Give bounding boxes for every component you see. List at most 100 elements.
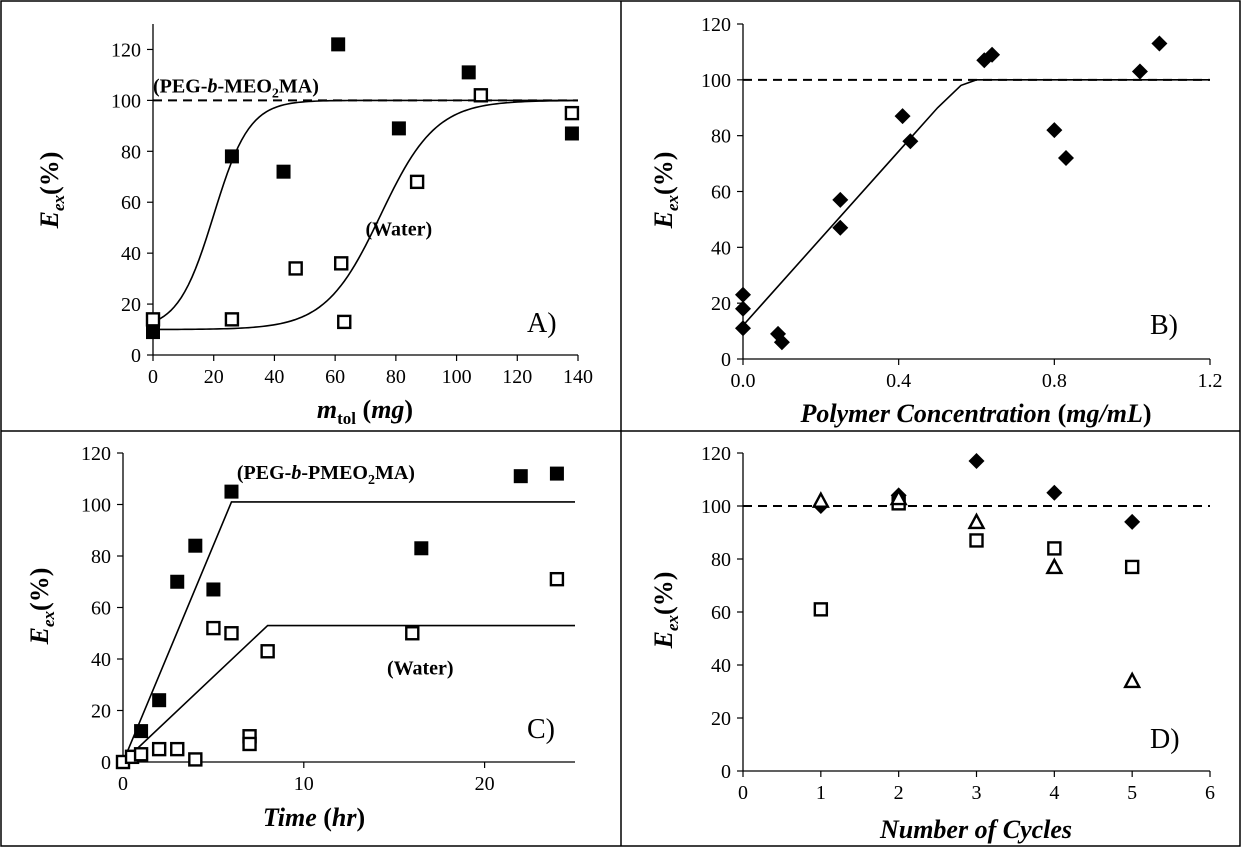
panel-a-series-1-point	[276, 164, 291, 179]
panel-d-xtick-label: 0	[738, 782, 748, 804]
panel-b-ytick-label: 0	[721, 349, 731, 371]
panel-c-series-1-point	[152, 693, 167, 708]
panel-d-y-axis-label: Eex(%)	[649, 572, 682, 650]
panel-b-series-1-point	[902, 133, 919, 150]
panel-d-xtick-label: 4	[1049, 782, 1059, 804]
panel-c-annotation: (Water)	[387, 657, 454, 679]
panel-c-annotation: (PEG-b-PMEO2MA)	[237, 462, 415, 488]
panel-a-xtick-label: 0	[148, 366, 158, 388]
panel-a-ytick-label: 60	[121, 192, 141, 214]
panel-b-y-axis-label: Eex(%)	[649, 152, 682, 230]
panel-b-ytick-label: 40	[711, 237, 731, 259]
panel-b-ytick-label: 120	[701, 14, 731, 36]
panel-a-ytick-label: 40	[121, 243, 141, 265]
panel-d-xtick-label: 6	[1205, 782, 1215, 804]
panel-c-ytick-label: 120	[81, 443, 111, 465]
panel-a-ytick-label: 80	[121, 141, 141, 163]
panel-a-xtick-label: 120	[502, 366, 532, 388]
panel-a-xtick-label: 100	[442, 366, 472, 388]
panel-b-ytick-label: 80	[711, 126, 731, 148]
panel-c-series-2-point	[549, 571, 565, 587]
panel-c-ytick-label: 20	[91, 701, 111, 723]
panel-a-annotation: (PEG-b-MEO2MA)	[153, 76, 319, 102]
panel-c-ytick-label: 0	[101, 752, 111, 774]
panel-c-ytick-label: 100	[81, 495, 111, 517]
panel-a-ytick-label: 120	[111, 39, 141, 61]
panel-c-xtick-label: 0	[118, 773, 128, 795]
panel-c-series-2-point	[260, 644, 275, 659]
panel-d-series-1-point	[1046, 484, 1063, 501]
panel-c-series-1-point	[513, 469, 528, 484]
panel-d-label: D)	[1150, 724, 1180, 755]
panel-a-chart: 0 20 40 60 80 100 120 0 20 40 60 80 100 120 140 (PEG-b-…	[35, 24, 593, 428]
panel-a-series-2-point	[145, 312, 161, 327]
panel-b-x-axis-label: Polymer Concentration (mg/mL)	[799, 399, 1151, 428]
panel-b-xtick-label: 0.0	[731, 370, 756, 392]
panel-b-series-1-point	[1151, 35, 1168, 52]
panel-a-series-1-point	[224, 149, 239, 164]
panel-a-ytick-label: 20	[121, 294, 141, 316]
panel-b-series-1-point	[894, 108, 911, 125]
panel-c-label: C)	[527, 714, 555, 745]
panel-c-series-1-point	[414, 541, 429, 556]
panel-a-y-axis-label: Eex(%)	[35, 152, 68, 230]
panel-d-series-3-point	[889, 488, 908, 506]
panel-b-series-1-point	[1046, 122, 1063, 139]
panel-c-series-2-point	[206, 620, 221, 636]
panel-b-series-1-point	[1058, 150, 1075, 166]
panel-c-series-2-point	[224, 626, 239, 641]
panel-c-series-2-point	[151, 741, 167, 757]
panel-d-series-3-point	[1123, 671, 1142, 689]
panel-b-xtick-label: 1.2	[1198, 370, 1223, 392]
panel-d-series-2-point	[969, 533, 984, 548]
panel-b-chart: 0 20 40 60 80 100 120 0.0 0.4 0.8 1.2 B) Eex(%) Polym…	[649, 14, 1223, 428]
panel-d-xtick-label: 1	[816, 782, 826, 804]
panel-c-fit-line-1	[122, 501, 575, 763]
panel-a-x-axis-label: mtol (mg)	[317, 395, 413, 428]
panel-d-chart: 0 20 40 60 80 100 120 0 1 2 3 4 5 6 D) Eex(%) Number of …	[649, 443, 1215, 844]
panel-a-label: A)	[527, 308, 557, 339]
panel-b-series-1-point	[832, 219, 849, 236]
panel-a-fit-line-2	[152, 99, 579, 331]
panel-c-series-1-point	[134, 724, 149, 739]
panel-c-series-2-point	[133, 747, 149, 762]
panel-b-series-1-point	[832, 191, 849, 208]
panel-d-ytick-label: 40	[711, 655, 731, 677]
panel-a-series-2-point	[473, 88, 489, 103]
panel-d-xtick-label: 2	[894, 782, 904, 804]
panel-d-series-2-point	[813, 602, 829, 617]
panel-d-series-2-point	[1124, 559, 1140, 575]
panel-c-series-1-point	[170, 574, 185, 589]
panel-a-xtick-label: 20	[204, 366, 224, 388]
panel-d-series-1-point	[1124, 513, 1141, 530]
panel-c-xtick-label: 20	[475, 773, 495, 795]
panel-a-xtick-label: 40	[264, 366, 284, 388]
panel-d-xtick-label: 5	[1127, 782, 1137, 804]
panel-c-x-axis-label: Time (hr)	[263, 803, 365, 832]
panel-c-series-1-point	[549, 466, 564, 481]
panel-c-series-2-point	[242, 736, 257, 752]
panel-c-ytick-label: 80	[91, 546, 111, 568]
panel-c-series-2-point	[405, 626, 420, 641]
panel-c-xtick-label: 10	[294, 773, 314, 795]
panel-d-series-2-point	[1047, 541, 1062, 556]
panel-a-series-2-point	[288, 261, 303, 276]
panel-a-series-2-point	[334, 256, 349, 271]
panel-c-series-2-point	[188, 752, 203, 767]
panel-b-series-1-point	[735, 300, 751, 317]
panel-c-y-axis-label: Eex(%)	[25, 568, 58, 646]
panel-d-ytick-label: 60	[711, 602, 731, 624]
panel-a-xtick-label: 140	[563, 366, 593, 388]
panel-d-x-axis-label: Number of Cycles	[879, 815, 1072, 844]
panel-c-series-1-point	[206, 582, 221, 597]
panel-a-series-1-point	[461, 65, 476, 80]
panel-a-series-1-point	[146, 325, 160, 340]
panel-d-ytick-label: 80	[711, 549, 731, 571]
panel-c-series-1-point	[188, 538, 203, 553]
panel-b-series-1-point	[735, 286, 751, 303]
panel-a-series-1-point	[331, 37, 346, 52]
panel-b-xtick-label: 0.4	[886, 370, 911, 392]
panel-d-xtick-label: 3	[972, 782, 982, 804]
